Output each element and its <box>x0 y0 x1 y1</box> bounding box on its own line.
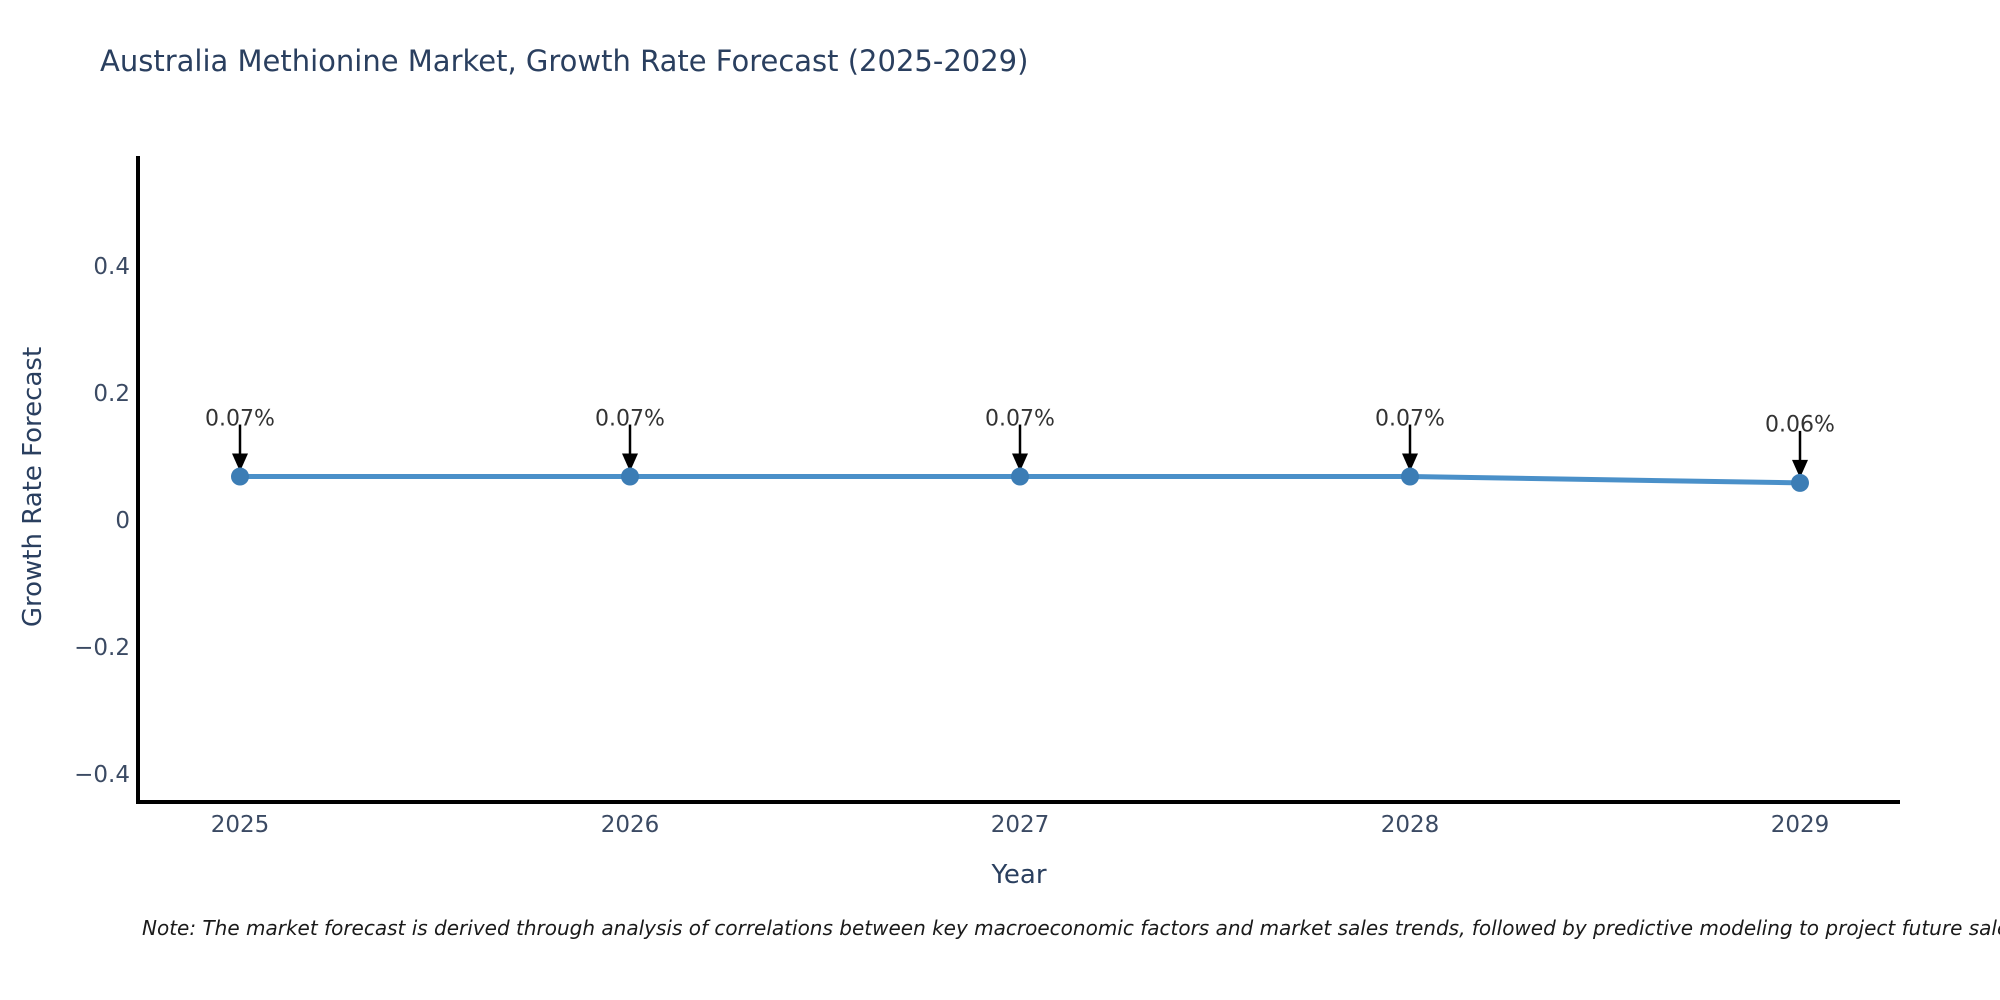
y-tick-label: −0.4 <box>74 762 130 788</box>
y-tick-label: 0.4 <box>93 254 130 280</box>
x-tick-label: 2028 <box>1380 812 1440 838</box>
data-point-marker[interactable] <box>1791 473 1809 492</box>
point-value-label: 0.06% <box>1765 412 1835 438</box>
x-tick-label: 2027 <box>990 812 1050 838</box>
x-axis-line <box>136 800 1900 804</box>
chart-title: Australia Methionine Market, Growth Rate… <box>100 44 1029 78</box>
y-tick-label: −0.2 <box>74 635 130 661</box>
x-tick-label: 2025 <box>210 812 270 838</box>
x-tick-label: 2026 <box>600 812 660 838</box>
x-tick-label: 2029 <box>1770 812 1830 838</box>
data-point-marker[interactable] <box>621 467 639 486</box>
point-value-label: 0.07% <box>595 406 665 432</box>
point-value-label: 0.07% <box>985 406 1055 432</box>
x-axis-title: Year <box>991 860 1047 890</box>
point-value-label: 0.07% <box>205 406 275 432</box>
annotation-arrow-head <box>622 453 638 472</box>
annotation-arrow-head <box>1012 453 1028 472</box>
footnote: Note: The market forecast is derived thr… <box>142 916 2000 940</box>
data-point-marker[interactable] <box>1011 467 1029 486</box>
data-point-marker[interactable] <box>1401 467 1419 486</box>
annotation-arrow-head <box>1402 453 1418 472</box>
annotation-arrow-head <box>1792 459 1808 478</box>
point-value-label: 0.07% <box>1375 406 1445 432</box>
data-point-marker[interactable] <box>231 467 249 486</box>
y-tick-label: 0 <box>115 508 130 534</box>
annotation-arrow-head <box>232 453 248 472</box>
y-axis-line <box>136 156 140 804</box>
y-tick-label: 0.2 <box>93 381 130 407</box>
